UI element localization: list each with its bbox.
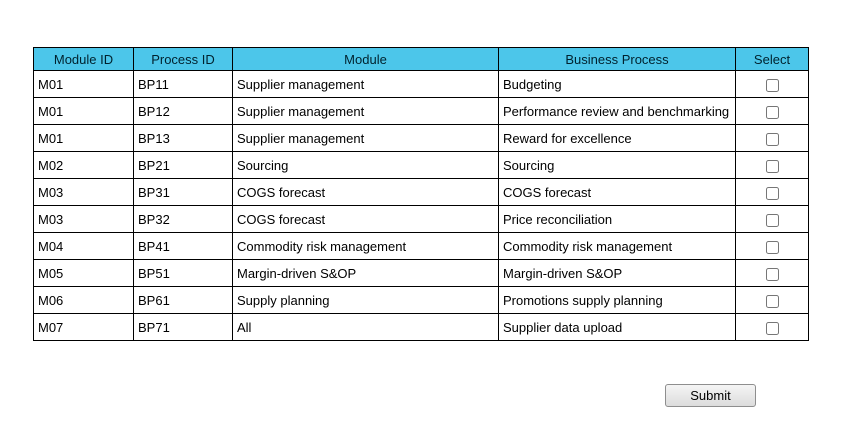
- cell-module-id: M07: [33, 313, 134, 341]
- cell-module: Supply planning: [232, 286, 499, 314]
- cell-module: Supplier management: [232, 124, 499, 152]
- cell-business-process: Sourcing: [498, 151, 736, 179]
- table-row: M04 BP41 Commodity risk management Commodit…: [33, 232, 809, 260]
- select-checkbox[interactable]: [765, 78, 779, 92]
- table-row: M02 BP21 Sourcing Sourcing: [33, 151, 809, 179]
- cell-business-process: Supplier data upload: [498, 313, 736, 341]
- cell-business-process: Reward for excellence: [498, 124, 736, 152]
- cell-select: [735, 124, 809, 152]
- cell-select: [735, 97, 809, 125]
- cell-select: [735, 70, 809, 98]
- cell-select: [735, 259, 809, 287]
- cell-module-id: M05: [33, 259, 134, 287]
- select-checkbox[interactable]: [765, 159, 779, 173]
- cell-select: [735, 313, 809, 341]
- select-checkbox[interactable]: [765, 132, 779, 146]
- cell-module: Supplier management: [232, 97, 499, 125]
- cell-module-id: M01: [33, 70, 134, 98]
- table-row: M05 BP51 Margin-driven S&OP Margin-driven S…: [33, 259, 809, 287]
- header-row: Module ID Process ID Module Business Pro…: [33, 47, 809, 71]
- table-row: M03 BP32 COGS forecast Price reconciliation: [33, 205, 809, 233]
- select-checkbox[interactable]: [765, 186, 779, 200]
- cell-module: COGS forecast: [232, 178, 499, 206]
- cell-process-id: BP61: [133, 286, 233, 314]
- cell-select: [735, 205, 809, 233]
- cell-process-id: BP51: [133, 259, 233, 287]
- cell-select: [735, 151, 809, 179]
- cell-business-process: COGS forecast: [498, 178, 736, 206]
- cell-process-id: BP12: [133, 97, 233, 125]
- cell-module-id: M02: [33, 151, 134, 179]
- cell-select: [735, 286, 809, 314]
- cell-business-process: Budgeting: [498, 70, 736, 98]
- header-select: Select: [735, 47, 809, 71]
- table-row: M07 BP71 All Supplier data upload: [33, 313, 809, 341]
- table-row: M01 BP13 Supplier management Reward for exc…: [33, 124, 809, 152]
- cell-process-id: BP41: [133, 232, 233, 260]
- table-header: Module ID Process ID Module Business Pro…: [33, 47, 809, 71]
- cell-select: [735, 178, 809, 206]
- cell-module-id: M03: [33, 178, 134, 206]
- cell-module: Commodity risk management: [232, 232, 499, 260]
- cell-process-id: BP32: [133, 205, 233, 233]
- cell-business-process: Promotions supply planning: [498, 286, 736, 314]
- cell-module: All: [232, 313, 499, 341]
- cell-module-id: M03: [33, 205, 134, 233]
- cell-module: Supplier management: [232, 70, 499, 98]
- cell-module-id: M01: [33, 97, 134, 125]
- cell-business-process: Performance review and benchmarking: [498, 97, 736, 125]
- table-row: M03 BP31 COGS forecast COGS forecast: [33, 178, 809, 206]
- cell-module: Margin-driven S&OP: [232, 259, 499, 287]
- select-checkbox[interactable]: [765, 213, 779, 227]
- cell-process-id: BP71: [133, 313, 233, 341]
- table-row: M06 BP61 Supply planning Promotions supply …: [33, 286, 809, 314]
- cell-module-id: M04: [33, 232, 134, 260]
- table-row: M01 BP12 Supplier management Performance re…: [33, 97, 809, 125]
- cell-process-id: BP21: [133, 151, 233, 179]
- header-module-id: Module ID: [33, 47, 134, 71]
- header-module: Module: [232, 47, 499, 71]
- cell-business-process: Commodity risk management: [498, 232, 736, 260]
- cell-module: COGS forecast: [232, 205, 499, 233]
- cell-module: Sourcing: [232, 151, 499, 179]
- select-checkbox[interactable]: [765, 267, 779, 281]
- cell-module-id: M06: [33, 286, 134, 314]
- header-process-id: Process ID: [133, 47, 233, 71]
- cell-process-id: BP11: [133, 70, 233, 98]
- business-process-table: Module ID Process ID Module Business Pro…: [33, 47, 809, 341]
- select-checkbox[interactable]: [765, 294, 779, 308]
- cell-business-process: Price reconciliation: [498, 205, 736, 233]
- cell-module-id: M01: [33, 124, 134, 152]
- cell-select: [735, 232, 809, 260]
- table-row: M01 BP11 Supplier management Budgeting: [33, 70, 809, 98]
- cell-process-id: BP31: [133, 178, 233, 206]
- table-body: M01 BP11 Supplier management Budgeting M01 BP…: [33, 70, 809, 341]
- select-checkbox[interactable]: [765, 321, 779, 335]
- cell-process-id: BP13: [133, 124, 233, 152]
- header-business-process: Business Process: [498, 47, 736, 71]
- select-checkbox[interactable]: [765, 240, 779, 254]
- select-checkbox[interactable]: [765, 105, 779, 119]
- cell-business-process: Margin-driven S&OP: [498, 259, 736, 287]
- submit-button[interactable]: Submit: [665, 384, 756, 407]
